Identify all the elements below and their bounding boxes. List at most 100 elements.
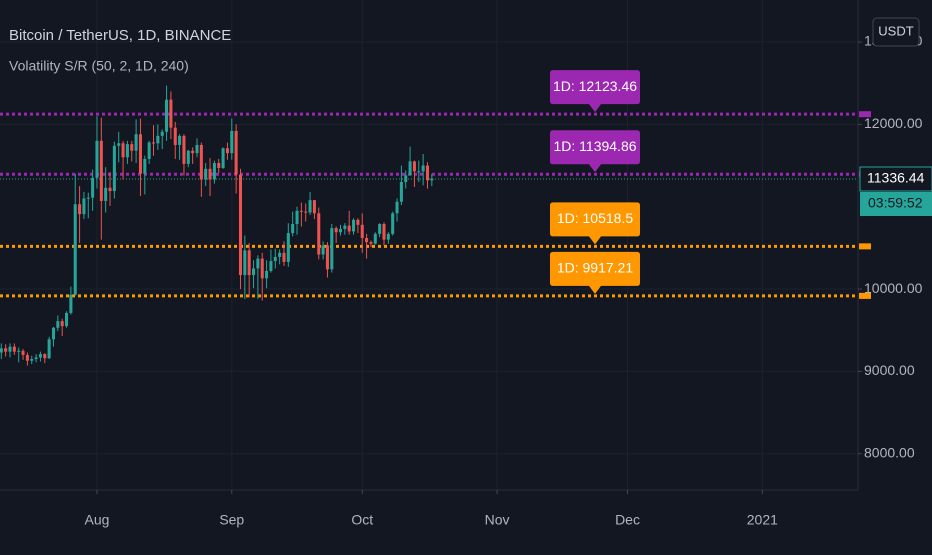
candle-body (256, 258, 260, 269)
candle-body (269, 261, 273, 271)
candle-body (373, 233, 377, 244)
level-label: 1D: 10518.5 (557, 210, 633, 226)
candle-body (30, 359, 34, 361)
candle-body (217, 163, 221, 168)
indicator-name: Volatility S/R (50, 2, 1D, 240) (9, 58, 189, 74)
candle-body (99, 140, 103, 201)
candle-body (121, 143, 125, 158)
candle-body (169, 99, 173, 128)
last-price-badge (859, 166, 932, 192)
level-label: 1D: 12123.46 (553, 78, 637, 94)
candle-body (82, 198, 86, 215)
candle-body (165, 99, 169, 132)
candle-body (130, 144, 134, 151)
candle-body (425, 165, 429, 181)
candle-body (386, 233, 390, 240)
candle-body (60, 321, 64, 327)
x-tick-label: Sep (219, 512, 244, 528)
candle-body (408, 161, 412, 176)
candle-body (238, 174, 243, 276)
candle-body (38, 354, 42, 358)
level-label: 1D: 9917.21 (557, 260, 633, 276)
level-label: 1D: 11394.86 (553, 138, 636, 154)
candle-body (56, 321, 60, 328)
y-tick-label: 12000.00 (864, 115, 923, 131)
candle-body (0, 348, 3, 353)
candle-body (138, 134, 142, 174)
candle-body (395, 201, 399, 214)
candle-body (230, 130, 234, 154)
candle-body (204, 168, 208, 180)
candle-body (334, 228, 338, 233)
candle-body (125, 144, 129, 158)
y-tick-label: 9000.00 (864, 362, 915, 378)
candle-body (195, 144, 199, 154)
candle-body (325, 245, 329, 270)
y-tick-label: 8000.00 (864, 444, 915, 460)
currency-button[interactable] (872, 17, 920, 47)
candle-body (199, 144, 203, 180)
candle-body (12, 346, 16, 352)
candle-body (369, 242, 373, 244)
countdown-badge (860, 191, 932, 216)
candle-body (278, 252, 282, 257)
candle-body (225, 148, 229, 154)
candle-body (234, 130, 238, 175)
candle-body (317, 213, 321, 255)
candle-body (108, 187, 112, 192)
candle-body (360, 224, 364, 238)
candle-body (252, 268, 256, 276)
x-tick-label: 2021 (747, 512, 778, 528)
level-axis-marker (859, 292, 871, 299)
candle-body (417, 171, 421, 173)
candle-body (404, 175, 408, 182)
candle-body (78, 204, 82, 215)
candle-body (212, 163, 216, 180)
candle-body (34, 357, 38, 360)
x-tick-label: Oct (351, 512, 373, 528)
candle-body (391, 213, 395, 234)
level-label-box (550, 251, 640, 294)
level-label-box (550, 70, 640, 113)
candle-body (286, 233, 290, 262)
candle-body (378, 224, 382, 234)
candle-body (208, 168, 212, 180)
candle-body (117, 143, 121, 146)
candle-body (338, 228, 343, 233)
candle-body (112, 145, 116, 192)
candle-body (347, 225, 351, 232)
candle-body (69, 294, 73, 313)
candle-body (91, 177, 95, 198)
candle-body (4, 348, 8, 352)
candle-body (382, 224, 386, 240)
candle-body (273, 256, 277, 262)
candle-body (312, 200, 316, 214)
candle-body (104, 187, 108, 201)
candle-body (182, 135, 186, 164)
candle-body (65, 312, 69, 327)
candle-body (399, 182, 403, 202)
candle-body (147, 142, 151, 159)
candle-body (73, 204, 77, 295)
x-tick-label: Aug (85, 512, 110, 528)
level-labels: 1D: 12123.46 1D: 11394.86 1D: 10518.5 1D: 9… (550, 70, 640, 294)
candle-body (365, 238, 369, 243)
candle-body (282, 252, 286, 262)
candle-body (191, 150, 195, 154)
candle-body (51, 327, 56, 340)
candle-body (356, 219, 360, 225)
candle-body (156, 135, 160, 144)
candle-body (95, 140, 99, 178)
level-label-box (550, 202, 640, 245)
candle-body (247, 250, 251, 276)
candle-body (143, 158, 147, 174)
candle-body (430, 178, 434, 181)
currency-label[interactable]: USDT (878, 23, 913, 38)
candle-body (8, 346, 12, 352)
candle-body (352, 219, 356, 232)
candle-body (265, 270, 269, 279)
candle-body (25, 354, 29, 361)
